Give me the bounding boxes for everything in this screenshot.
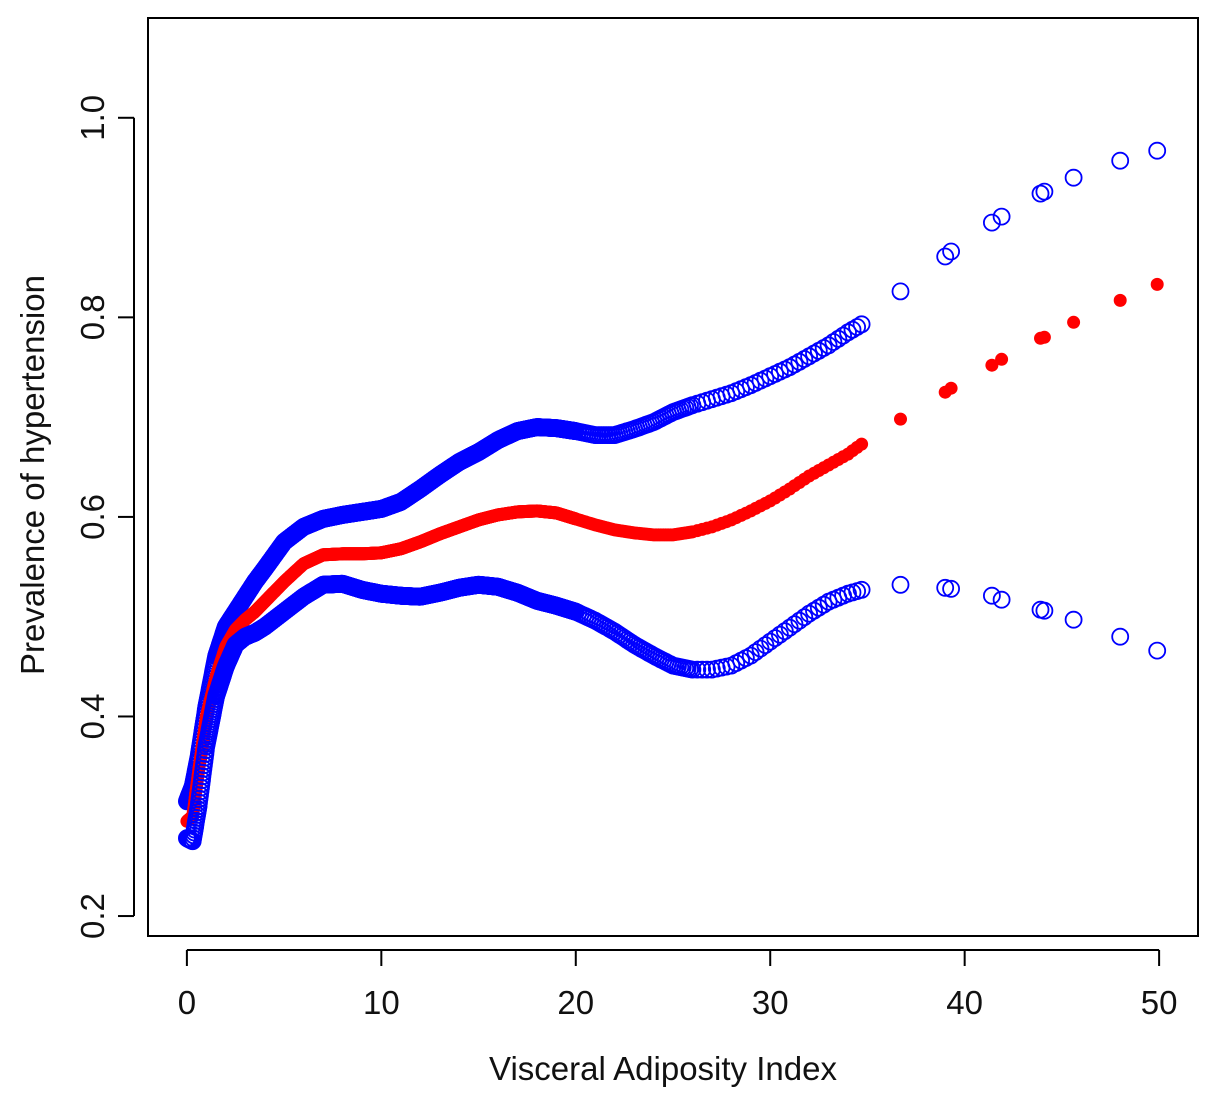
data-point xyxy=(983,586,1001,605)
data-point xyxy=(942,242,960,261)
data-point xyxy=(800,604,818,623)
data-point xyxy=(944,381,958,395)
data-point xyxy=(688,660,707,679)
data-point xyxy=(1037,330,1051,344)
data-point xyxy=(848,318,866,336)
data-point xyxy=(852,315,871,334)
data-point xyxy=(1064,168,1083,187)
data-point xyxy=(1035,182,1054,201)
data-point xyxy=(843,320,862,339)
series-1 xyxy=(177,141,1167,811)
data-point xyxy=(852,580,871,599)
series-3 xyxy=(177,574,1167,851)
data-point xyxy=(839,323,857,342)
data-point xyxy=(894,412,907,426)
data-point xyxy=(1150,277,1164,291)
x-axis: 0 10 20 30 40 50 xyxy=(178,949,1178,1021)
y-tick-label: 0.8 xyxy=(74,294,111,340)
data-point xyxy=(824,333,843,351)
data-point xyxy=(1111,151,1130,170)
y-tick-label: 1.0 xyxy=(74,95,111,141)
x-tick-label: 50 xyxy=(1141,984,1178,1021)
data-point xyxy=(761,632,780,651)
data-point xyxy=(698,660,716,679)
data-point xyxy=(983,213,1001,232)
x-axis-title: Visceral Adiposity Index xyxy=(489,1050,837,1087)
data-point xyxy=(1148,141,1167,160)
data-point xyxy=(992,207,1011,226)
x-tick-label: 40 xyxy=(946,984,983,1021)
data-point xyxy=(766,629,784,647)
data-point xyxy=(995,352,1009,366)
data-point xyxy=(1035,601,1054,620)
data-point xyxy=(795,608,814,627)
data-point xyxy=(936,578,955,597)
data-point xyxy=(992,590,1011,609)
data-point xyxy=(809,598,828,617)
x-tick-label: 10 xyxy=(363,984,400,1021)
data-point xyxy=(942,579,960,598)
data-point xyxy=(805,601,823,620)
data-point xyxy=(936,247,955,266)
data-point xyxy=(814,595,833,614)
data-point xyxy=(1148,641,1167,660)
y-tick-label: 0.6 xyxy=(74,494,111,540)
x-tick-label: 0 xyxy=(178,984,196,1021)
data-point xyxy=(1113,293,1127,307)
x-tick-label: 20 xyxy=(557,984,594,1021)
data-point xyxy=(834,326,852,345)
data-point xyxy=(855,437,869,451)
series-layer xyxy=(177,141,1167,851)
data-point xyxy=(829,329,848,348)
y-tick-label: 0.2 xyxy=(74,893,111,939)
data-point xyxy=(1111,627,1130,646)
y-axis: 0.2 0.4 0.6 0.8 1.0 xyxy=(74,95,135,939)
data-point xyxy=(985,358,999,372)
data-point xyxy=(1067,315,1081,329)
plot-frame xyxy=(147,17,1199,937)
series-2 xyxy=(180,277,1164,828)
x-tick-label: 30 xyxy=(752,984,789,1021)
y-tick-label: 0.4 xyxy=(74,694,111,740)
data-point xyxy=(683,660,702,679)
data-point xyxy=(891,575,910,594)
data-point xyxy=(819,336,838,355)
data-point xyxy=(891,282,910,301)
data-point xyxy=(693,660,712,679)
data-point xyxy=(1064,610,1083,629)
y-axis-title: Prevalence of hypertension xyxy=(14,275,51,675)
